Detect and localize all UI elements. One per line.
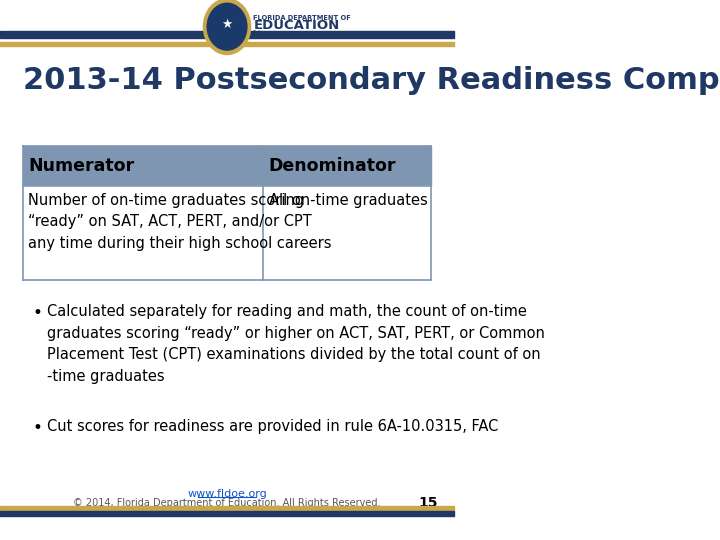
Text: •: •: [32, 304, 42, 322]
Text: © 2014, Florida Department of Education. All Rights Reserved.: © 2014, Florida Department of Education.…: [73, 498, 381, 508]
Bar: [0, 511, 454, 516]
Text: 15: 15: [419, 496, 438, 510]
Text: •: •: [32, 420, 42, 437]
Text: Calculated separately for reading and math, the count of on-time
graduates scori: Calculated separately for reading and ma…: [48, 304, 545, 384]
Bar: [23, 186, 431, 280]
Circle shape: [204, 0, 251, 55]
Text: FLORIDA DEPARTMENT OF: FLORIDA DEPARTMENT OF: [253, 15, 351, 21]
Text: ★: ★: [222, 17, 233, 30]
Bar: [23, 146, 431, 186]
Text: Cut scores for readiness are provided in rule 6A-10.0315, FAC: Cut scores for readiness are provided in…: [48, 420, 499, 435]
Text: fldoe.org: fldoe.org: [253, 30, 282, 35]
Bar: [0, 31, 454, 38]
Text: www.fldoe.org: www.fldoe.org: [187, 489, 267, 499]
Text: 2013-14 Postsecondary Readiness Component: 2013-14 Postsecondary Readiness Componen…: [23, 66, 720, 95]
Text: EDUCATION: EDUCATION: [253, 18, 340, 31]
Text: Number of on-time graduates scoring
“ready” on SAT, ACT, PERT, and/or CPT
any ti: Number of on-time graduates scoring “rea…: [28, 193, 332, 251]
Bar: [0, 506, 454, 510]
Text: Numerator: Numerator: [28, 157, 134, 176]
Circle shape: [207, 3, 247, 50]
Text: Denominator: Denominator: [269, 157, 396, 176]
Bar: [0, 42, 454, 46]
Text: All on-time graduates: All on-time graduates: [269, 193, 428, 208]
